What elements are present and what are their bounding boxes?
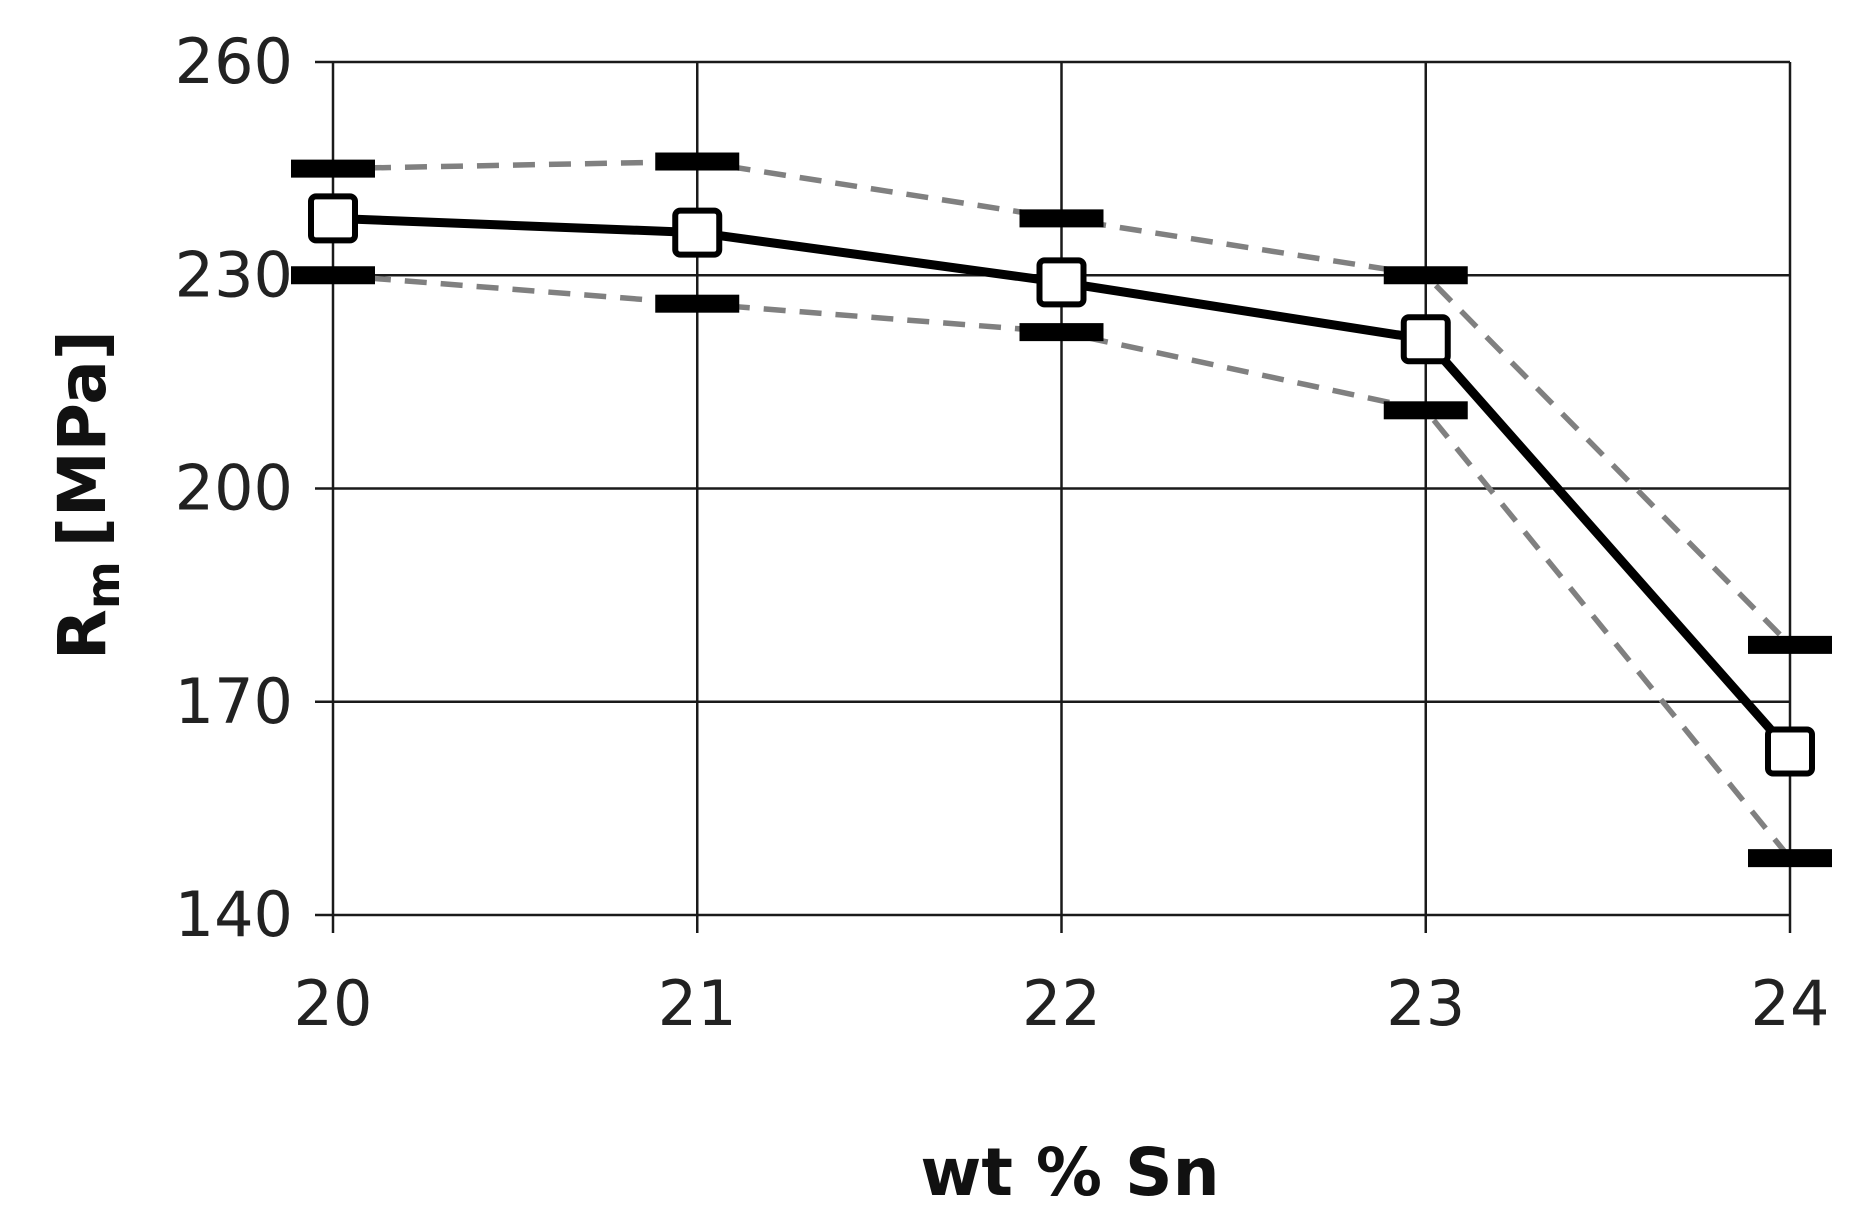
y-axis-title-sub: m: [76, 561, 130, 609]
data-point-mean: [1036, 257, 1087, 308]
y-tick-label: 260: [175, 25, 293, 98]
error-bar-cap-lower-bound: [1383, 401, 1468, 420]
error-bar-cap-upper-bound: [1019, 209, 1104, 228]
y-axis-title-unit: [MPa]: [44, 330, 121, 547]
x-tick-label: 20: [294, 967, 373, 1040]
x-axis-title: wt % Sn: [920, 1134, 1219, 1211]
y-axis-title: Rm [MPa]: [44, 330, 130, 660]
y-tick-label: 230: [175, 238, 293, 311]
error-bar-cap-lower-bound: [1748, 849, 1832, 868]
x-tick-label: 24: [1751, 967, 1830, 1040]
svg-text:Rm[MPa]: Rm [MPa]: [44, 330, 130, 660]
data-point-mean: [672, 207, 723, 258]
error-bar-cap-lower-bound: [291, 266, 375, 285]
marker-layer: [291, 152, 1832, 868]
error-bar-cap-lower-bound: [655, 294, 740, 313]
data-point-mean: [1765, 726, 1815, 777]
data-point-mean: [1400, 314, 1451, 365]
error-bar-cap-lower-bound: [1019, 323, 1104, 342]
data-point-mean: [308, 193, 358, 244]
error-bar-cap-upper-bound: [1748, 635, 1832, 654]
error-bar-cap-upper-bound: [655, 152, 740, 171]
y-tick-label: 170: [175, 665, 293, 738]
y-axis-title-main: R: [44, 609, 121, 660]
x-tick-label: 21: [658, 967, 737, 1040]
x-tick-label: 22: [1022, 967, 1101, 1040]
error-bar-cap-upper-bound: [1383, 266, 1468, 285]
x-tick-label: 23: [1386, 967, 1465, 1040]
y-tick-label: 140: [175, 878, 293, 951]
error-bar-cap-upper-bound: [291, 159, 375, 178]
tick-labels: 140 170 200 230 260 20 21 22 23 24: [175, 25, 1830, 1040]
y-tick-label: 200: [175, 452, 293, 525]
